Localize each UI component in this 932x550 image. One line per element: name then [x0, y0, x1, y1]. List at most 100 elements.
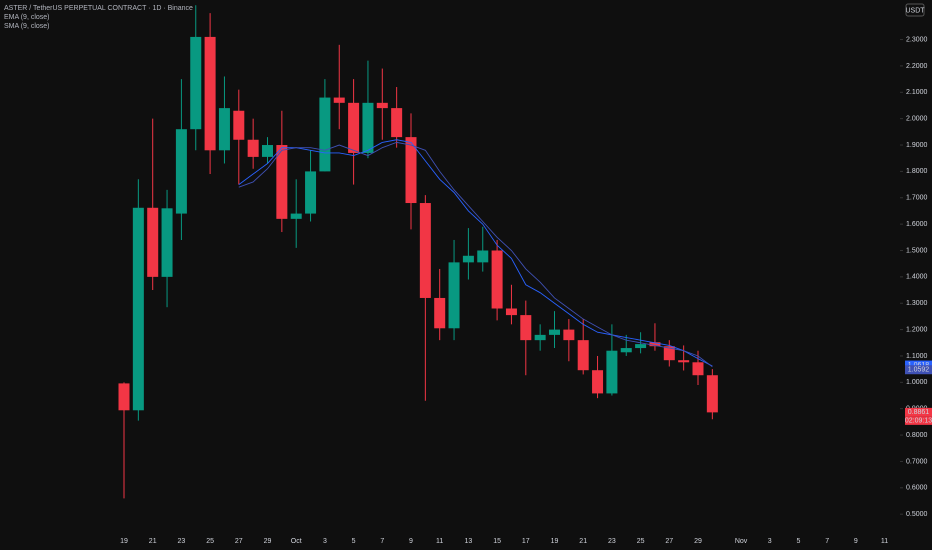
candle-body [534, 334, 546, 341]
y-tick-label: 1.9000 [906, 142, 928, 149]
candle-body [592, 370, 604, 394]
y-tick-label: 1.4000 [906, 274, 928, 281]
price-tag-label: 1.0592 [908, 367, 930, 374]
y-tick-label: 2.3000 [906, 36, 928, 43]
countdown-box [905, 416, 932, 425]
x-tick-label: 17 [522, 538, 530, 545]
y-tick-label: 2.2000 [906, 63, 928, 70]
price-tag [905, 407, 932, 417]
candle-body [333, 97, 345, 103]
candle-body [434, 297, 446, 329]
y-tick-label: 1.3000 [906, 300, 928, 307]
candle-body [391, 108, 403, 138]
candle-body [319, 97, 331, 172]
candle-body [678, 360, 690, 363]
candle-body [132, 207, 144, 411]
candle-body [175, 129, 187, 214]
y-tick-label: 1.5000 [906, 247, 928, 254]
candle-body [635, 344, 647, 349]
x-tick-label: 3 [323, 538, 327, 545]
y-tick-label: 1.6000 [906, 221, 928, 228]
candle-body [620, 348, 632, 353]
candle-body [161, 208, 173, 277]
candle-body [549, 329, 560, 335]
x-tick-label: 3 [768, 538, 772, 545]
y-tick-label: 0.6000 [906, 485, 928, 492]
candle-body [563, 329, 575, 341]
candle-body [362, 102, 374, 153]
x-tick-label: 29 [694, 538, 702, 545]
indicator-legend: EMA (9, close) [4, 14, 50, 21]
candle-body [649, 342, 661, 347]
candle-body [520, 315, 532, 341]
y-tick-label: 1.1000 [906, 353, 928, 360]
x-tick-label: 29 [264, 538, 272, 545]
x-tick-label: 19 [551, 538, 559, 545]
x-tick-label: 9 [409, 538, 413, 545]
x-tick-label: 25 [637, 538, 645, 545]
x-tick-label: 27 [665, 538, 673, 545]
indicator-legend: SMA (9, close) [4, 23, 50, 30]
candle-body [448, 262, 460, 329]
candle-body [477, 250, 489, 263]
candle-body [706, 375, 718, 413]
candle-body [505, 308, 517, 316]
candle-body [190, 36, 202, 130]
candle-body [405, 137, 417, 204]
chart-title: ASTER / TetherUS PERPETUAL CONTRACT · 1D… [4, 5, 193, 12]
x-tick-label: 27 [235, 538, 243, 545]
x-tick-label: 21 [579, 538, 587, 545]
candle-body [247, 139, 259, 157]
y-tick-label: 2.0000 [906, 116, 928, 123]
price-tag [905, 360, 932, 370]
x-tick-label: 19 [120, 538, 128, 545]
x-tick-label: Nov [735, 538, 748, 545]
candle-body [305, 171, 317, 214]
countdown: 02:09:13 [905, 418, 932, 425]
candle-body [218, 108, 230, 151]
x-tick-label: 11 [436, 538, 443, 545]
x-tick-label: 23 [608, 538, 616, 545]
indicator-line [238, 141, 713, 368]
x-tick-label: 7 [825, 538, 829, 545]
candle-body [663, 346, 675, 361]
candle-body [290, 213, 302, 219]
x-tick-label: 23 [178, 538, 186, 545]
y-tick-label: 1.2000 [906, 326, 928, 333]
y-tick-label: 0.8000 [906, 432, 928, 439]
x-tick-label: 13 [465, 538, 473, 545]
candle-body [276, 145, 288, 219]
candle-body [204, 36, 216, 151]
x-tick-label: 25 [206, 538, 214, 545]
currency-box[interactable] [905, 3, 925, 17]
indicator-line [238, 139, 713, 367]
candle-body [118, 383, 130, 411]
y-tick-label: 2.1000 [906, 89, 928, 96]
y-tick-label: 1.0000 [906, 379, 928, 386]
candle-body [491, 250, 503, 309]
price-tag [905, 365, 932, 375]
candle-body [147, 207, 159, 277]
x-tick-label: 9 [854, 538, 858, 545]
x-tick-label: 5 [352, 538, 356, 545]
candle-body [606, 350, 618, 394]
currency[interactable]: USDT [905, 7, 925, 14]
candle-body [376, 102, 388, 109]
x-tick-label: 7 [380, 538, 384, 545]
x-tick-label: Oct [291, 538, 302, 545]
y-tick-label: 1.7000 [906, 195, 928, 202]
candle-body [233, 110, 245, 140]
candle-body [419, 203, 431, 298]
candle-body [462, 255, 474, 263]
candle-body [577, 340, 589, 371]
y-tick-label: 1.8000 [906, 168, 928, 175]
x-tick-label: 21 [149, 538, 157, 545]
x-tick-label: 11 [881, 538, 888, 545]
price-tag-label: 0.8861 [908, 409, 930, 416]
candle-body [692, 362, 704, 376]
y-tick-label: 0.5000 [906, 511, 928, 518]
y-tick-label: 0.7000 [906, 458, 928, 465]
candle-body [262, 145, 273, 157]
candle-body [348, 102, 360, 153]
